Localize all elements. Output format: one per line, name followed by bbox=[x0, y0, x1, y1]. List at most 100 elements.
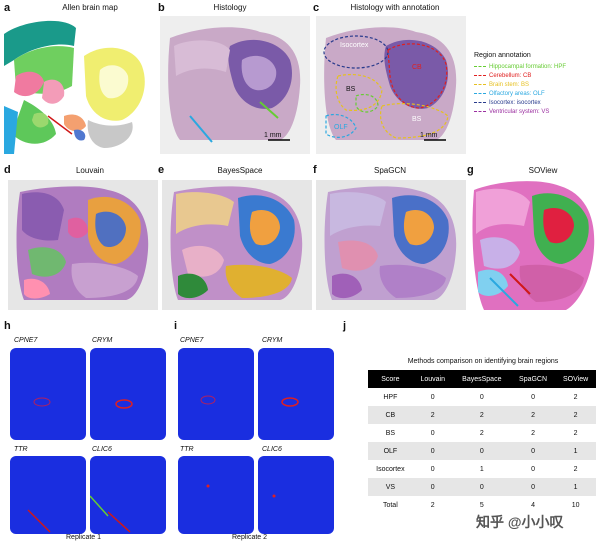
table-cell: 1 bbox=[555, 478, 596, 496]
table-cell: HPF bbox=[383, 393, 398, 401]
table-header-cell: BayesSpace bbox=[452, 370, 511, 388]
legend-item: Brain stem: BS bbox=[474, 82, 529, 88]
panel-label-i: i bbox=[174, 320, 178, 332]
table-cell: 2 bbox=[452, 406, 511, 424]
gene-label-i-crym: CRYM bbox=[262, 337, 283, 344]
table-cell: 0 bbox=[510, 442, 556, 460]
table-cell: Total bbox=[382, 501, 398, 509]
legend-swatch bbox=[474, 83, 486, 85]
panel-label-d: d bbox=[4, 164, 11, 176]
region-label-bs-2: BS bbox=[412, 116, 422, 123]
caption-replicate-2: Replicate 2 bbox=[232, 534, 268, 541]
watermark: 知乎 @小小叹 bbox=[476, 514, 564, 530]
table-row: BS 0 2 2 2 bbox=[368, 424, 596, 442]
methods-comparison-table: Score Louvain BayesSpace SpaGCN SOView HPF 0 0… bbox=[368, 370, 596, 514]
panel-label-f: f bbox=[313, 164, 317, 176]
gene-label-i-clic6: CLIC6 bbox=[262, 446, 282, 453]
table-cell: Isocortex bbox=[376, 465, 405, 473]
legend-label: Cerebellum: CB bbox=[489, 73, 532, 79]
table-cell: 0 bbox=[531, 465, 535, 473]
soview-image bbox=[470, 178, 596, 318]
legend-label: Ventricular system: VS bbox=[489, 109, 550, 115]
legend-swatch bbox=[474, 110, 486, 112]
louvain-clusters bbox=[8, 180, 158, 310]
bayesspace-clusters bbox=[162, 180, 312, 310]
expression-map-h-ttr bbox=[10, 456, 86, 534]
table-cell: 1 bbox=[555, 442, 596, 460]
region-label-olf: OLF bbox=[334, 124, 348, 131]
table-row: VS 0 0 0 1 bbox=[368, 478, 596, 496]
panel-label-a: a bbox=[4, 2, 11, 14]
panel-label-b: b bbox=[158, 2, 165, 14]
table-cell: 2 bbox=[555, 406, 596, 424]
table-row: CB 2 2 2 2 bbox=[368, 406, 596, 424]
panel-title-b: Histology bbox=[213, 3, 247, 12]
scale-bar-label-c: 1 mm bbox=[420, 132, 438, 139]
annotated-histology-image: Isocortex CB BS OLF BS 1 mm bbox=[316, 16, 466, 154]
gene-label-h-ttr: TTR bbox=[14, 446, 28, 453]
table-cell: 2 bbox=[531, 429, 535, 437]
gene-label-i-cpne7: CPNE7 bbox=[180, 337, 204, 344]
table-cell: 2 bbox=[573, 429, 578, 437]
table-cell: 4 bbox=[531, 501, 535, 509]
panel-title-a: Allen brain map bbox=[62, 3, 118, 12]
table-cell: 2 bbox=[412, 406, 453, 424]
gene-label-h-crym: CRYM bbox=[92, 337, 113, 344]
table-cell: 0 bbox=[452, 478, 511, 496]
legend-label: Olfactory areas: OLF bbox=[489, 91, 545, 97]
table-header-cell: SpaGCN bbox=[510, 370, 556, 388]
caption-replicate-1: Replicate 1 bbox=[66, 534, 102, 541]
table-row: Isocortex 0 1 0 2 bbox=[368, 460, 596, 478]
table-header-cell: SOView bbox=[555, 370, 596, 388]
table-title: Methods comparison on identifying brain … bbox=[407, 358, 559, 365]
table-cell: 2 bbox=[573, 393, 578, 401]
table-cell: 2 bbox=[573, 465, 578, 473]
legend-label: Hippocampal formation: HPF bbox=[489, 64, 567, 70]
legend-swatch bbox=[474, 101, 486, 103]
legend-item: Isocortex: isocortex bbox=[474, 100, 541, 106]
table-cell: OLF bbox=[368, 442, 413, 460]
table-cell: 2 bbox=[510, 406, 556, 424]
panel-label-e: e bbox=[158, 164, 165, 176]
legend-item: Ventricular system: VS bbox=[474, 109, 549, 115]
panel-label-c: c bbox=[313, 2, 320, 14]
table-cell: 0 bbox=[430, 465, 435, 473]
table-header-cell: Louvain bbox=[412, 370, 453, 388]
expression-map-i-cpne7 bbox=[178, 348, 254, 440]
table-cell: 0 bbox=[452, 442, 511, 460]
table-header-row: Score Louvain BayesSpace SpaGCN SOView bbox=[368, 370, 596, 388]
legend-item: Cerebellum: CB bbox=[474, 73, 531, 79]
histology-image: 1 mm bbox=[160, 16, 310, 154]
region-label-cb: CB bbox=[412, 64, 422, 71]
gene-label-h-cpne7: CPNE7 bbox=[14, 337, 38, 344]
legend-item: Olfactory areas: OLF bbox=[474, 91, 545, 97]
table-header-cell: Score bbox=[368, 370, 413, 388]
legend-item: Hippocampal formation: HPF bbox=[474, 64, 566, 70]
expression-map-i-clic6 bbox=[258, 456, 334, 534]
panel-title-g: SOView bbox=[528, 166, 558, 175]
legend-title: Region annotation bbox=[474, 52, 531, 59]
table-cell: 0 bbox=[479, 393, 484, 401]
legend-label: Isocortex: isocortex bbox=[489, 100, 541, 106]
table-cell: BS bbox=[385, 429, 396, 437]
table-cell: 0 bbox=[531, 393, 535, 401]
legend-swatch bbox=[474, 65, 486, 67]
panel-title-d: Louvain bbox=[75, 166, 105, 175]
gene-label-i-ttr: TTR bbox=[180, 446, 194, 453]
table-row: OLF 0 0 0 1 bbox=[368, 442, 596, 460]
table-cell: 10 bbox=[571, 501, 580, 509]
expression-map-h-crym bbox=[90, 348, 166, 440]
spagcn-clusters bbox=[316, 180, 466, 310]
table-cell: CB bbox=[368, 406, 413, 424]
table-cell: 5 bbox=[479, 501, 484, 509]
expression-map-h-clic6 bbox=[89, 456, 166, 534]
panel-title-c: Histology with annotation bbox=[350, 3, 440, 12]
panel-title-e: BayesSpace bbox=[217, 166, 263, 175]
table-cell: 0 bbox=[430, 429, 435, 437]
expression-map-i-crym bbox=[258, 348, 334, 440]
allen-brain-map bbox=[4, 16, 154, 154]
panel-label-g: g bbox=[467, 164, 474, 176]
panel-title-f: SpaGCN bbox=[373, 166, 406, 175]
expression-map-h-cpne7 bbox=[10, 348, 86, 440]
region-label-bs-1: BS bbox=[346, 86, 356, 93]
